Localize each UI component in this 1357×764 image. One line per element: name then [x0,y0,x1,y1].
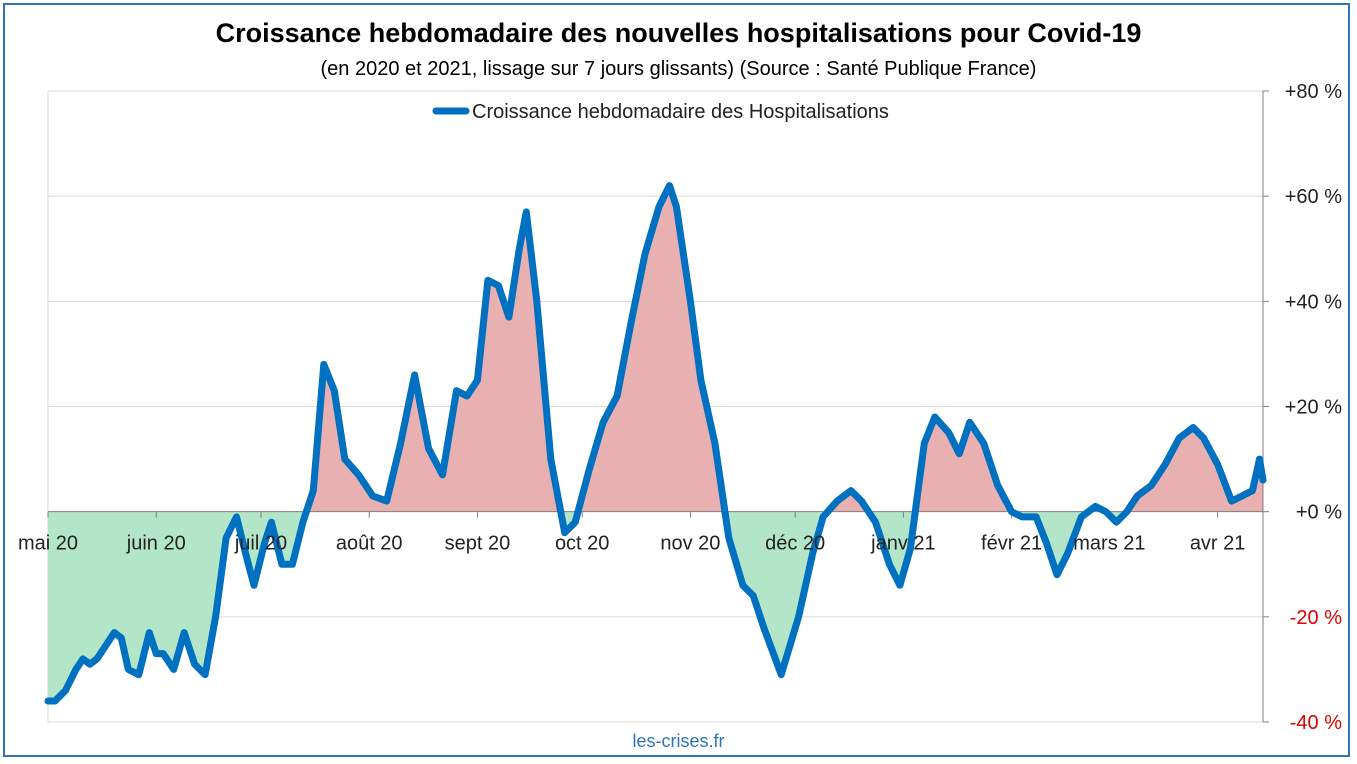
legend-label: Croissance hebdomadaire des Hospitalisat… [472,101,889,123]
x-tick-label: déc 20 [765,533,825,555]
positive-area [915,417,1012,512]
chart-frame [3,3,1350,757]
x-tick-label: avr 21 [1190,533,1246,555]
y-tick-label: +0 % [1296,502,1342,524]
series-lines [44,182,1267,705]
x-tick-label: juin 20 [126,533,186,555]
y-tick-label: -40 % [1290,712,1342,734]
positive-area [306,211,561,512]
legend: Croissance hebdomadaire des Hospitalisat… [432,101,889,123]
credit-text: les-crises.fr [632,731,725,751]
negative-area [48,511,307,701]
chart-subtitle: (en 2020 et 2021, lissage sur 7 jours gl… [320,58,1037,80]
negative-area [724,511,828,675]
y-tick-label: -20 % [1290,607,1342,629]
x-tick-label: août 20 [336,533,403,555]
x-tick-label: sept 20 [445,533,511,555]
y-tick-label: +40 % [1285,291,1342,313]
series-line [44,182,1267,705]
positive-area [827,490,869,512]
x-tick-label: févr 21 [981,533,1042,555]
positive-area [578,185,725,512]
y-tick-label: +80 % [1285,81,1342,103]
axes [47,90,1269,723]
axis-labels: +80 % +60 % +40 % +20 % +0 % -20 % -40 % mai 20… [18,81,1342,734]
x-tick-label: mars 21 [1073,533,1145,555]
positive-area [1126,427,1263,512]
chart-title: Croissance hebdomadaire des nouvelles ho… [215,18,1142,48]
x-tick-label: nov 20 [660,533,720,555]
x-tick-label: juil 20 [234,533,287,555]
filled-areas [48,185,1263,701]
x-tick-label: janv 21 [870,533,936,555]
x-tick-label: mai 20 [18,533,78,555]
y-tick-label: +20 % [1285,397,1342,419]
y-tick-label: +60 % [1285,186,1342,208]
x-tick-label: oct 20 [555,533,609,555]
